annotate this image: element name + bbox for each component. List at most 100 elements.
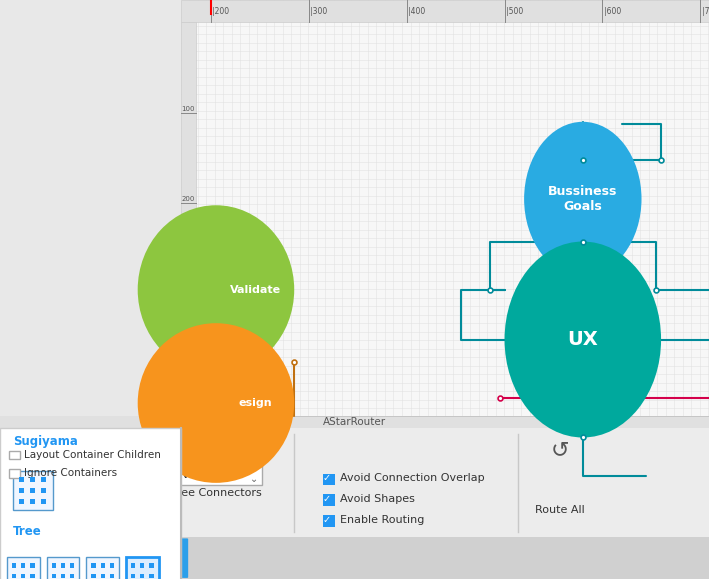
Bar: [86, 557, 119, 579]
Text: Tree: Tree: [13, 525, 42, 538]
Text: Type: Type: [86, 497, 110, 507]
Text: Home: Home: [15, 552, 50, 565]
Bar: [47, 557, 79, 579]
Text: |300: |300: [311, 6, 328, 16]
Bar: [323, 474, 335, 485]
Bar: [110, 574, 114, 578]
Bar: [91, 574, 96, 578]
Bar: [21, 449, 30, 455]
Text: Enable Routing: Enable Routing: [340, 515, 425, 525]
Text: |400: |400: [408, 6, 425, 16]
Text: Sugiyama: Sugiyama: [13, 435, 78, 448]
Bar: [19, 477, 24, 482]
Bar: [181, 0, 709, 416]
Bar: [12, 574, 16, 578]
Bar: [0, 428, 181, 579]
Bar: [70, 563, 74, 567]
Bar: [13, 471, 52, 510]
Text: ▼: ▼: [94, 514, 101, 523]
Text: Avoid Shapes: Avoid Shapes: [340, 494, 415, 504]
Text: AStarRouter: AStarRouter: [323, 417, 386, 427]
Text: Design: Design: [135, 552, 181, 565]
Text: Layout Container Children: Layout Container Children: [24, 450, 161, 460]
Text: Validate: Validate: [230, 285, 281, 295]
Bar: [91, 563, 96, 567]
Bar: [19, 488, 24, 493]
Text: 200: 200: [182, 196, 195, 202]
Bar: [131, 563, 135, 567]
Bar: [181, 22, 196, 416]
Bar: [126, 557, 159, 579]
Bar: [30, 477, 35, 482]
Text: |200: |200: [213, 6, 230, 16]
Bar: [181, 0, 709, 22]
Text: 100: 100: [182, 105, 195, 112]
Bar: [41, 499, 46, 504]
Bar: [11, 449, 19, 455]
Text: ✓: ✓: [322, 515, 330, 525]
Ellipse shape: [505, 241, 661, 438]
Text: |600: |600: [604, 6, 621, 16]
Bar: [21, 442, 30, 448]
Bar: [140, 563, 145, 567]
Bar: [61, 574, 65, 578]
Text: ✓: ✓: [322, 494, 330, 504]
Bar: [0, 537, 709, 579]
Text: ⌃
⌄: ⌃ ⌄: [250, 463, 258, 485]
Text: Bussiness
Goals: Bussiness Goals: [548, 185, 618, 213]
Text: Use Free Connectors: Use Free Connectors: [147, 489, 262, 499]
Text: 300: 300: [182, 287, 195, 293]
Bar: [323, 494, 335, 506]
Bar: [30, 563, 35, 567]
Bar: [12, 563, 16, 567]
Bar: [41, 477, 46, 482]
Ellipse shape: [138, 205, 294, 374]
Text: ⤢: ⤢: [92, 454, 104, 473]
Bar: [101, 563, 105, 567]
Bar: [41, 488, 46, 493]
Bar: [0, 428, 709, 537]
Bar: [110, 563, 114, 567]
Text: esign: esign: [238, 398, 272, 408]
Ellipse shape: [524, 122, 642, 276]
Bar: [52, 563, 56, 567]
Text: 500: 500: [182, 468, 195, 474]
Text: Ignore Containers: Ignore Containers: [24, 468, 117, 478]
Text: 400: 400: [182, 378, 195, 384]
Text: ↺: ↺: [551, 440, 569, 460]
Bar: [131, 574, 135, 578]
Text: |700: |700: [702, 6, 709, 16]
Bar: [9, 450, 20, 459]
Bar: [21, 574, 26, 578]
Text: UX: UX: [567, 330, 598, 349]
Bar: [19, 499, 24, 504]
Bar: [70, 574, 74, 578]
Bar: [21, 563, 26, 567]
Bar: [150, 563, 154, 567]
Text: Re-Layout: Re-Layout: [11, 501, 60, 511]
Text: ections: ections: [183, 417, 218, 427]
Bar: [30, 488, 35, 493]
Text: Settings: Settings: [70, 552, 118, 565]
Text: ✓: ✓: [322, 473, 330, 483]
Text: +  None: + None: [163, 470, 208, 480]
Text: ▲: ▲: [32, 516, 39, 526]
Bar: [140, 574, 145, 578]
FancyBboxPatch shape: [1, 430, 70, 537]
Text: Avoid Connection Overlap: Avoid Connection Overlap: [340, 473, 485, 483]
Ellipse shape: [138, 323, 294, 483]
Bar: [7, 557, 40, 579]
Bar: [323, 515, 335, 527]
Bar: [131, 488, 143, 499]
Bar: [61, 563, 65, 567]
Bar: [30, 574, 35, 578]
Bar: [101, 574, 105, 578]
Bar: [0, 416, 709, 428]
FancyBboxPatch shape: [128, 538, 188, 578]
Text: |500: |500: [506, 6, 523, 16]
Text: Route All: Route All: [535, 505, 585, 515]
Bar: [11, 442, 19, 448]
Bar: [52, 574, 56, 578]
Bar: [30, 499, 35, 504]
Bar: [150, 574, 154, 578]
